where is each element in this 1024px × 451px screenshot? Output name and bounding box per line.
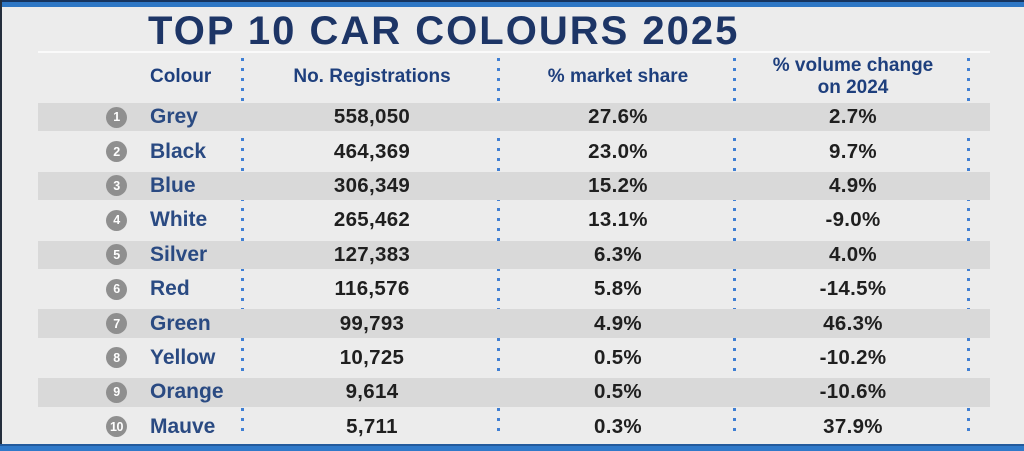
volume-change-value: 4.9% [829,173,877,197]
table-header-row: Colour No. Registrations % market share … [38,55,990,99]
colour-name: Grey [150,105,198,129]
table-row: 9 Orange 9,614 0.5% -10.6% [38,375,990,409]
market-share-value: 13.1% [588,208,648,232]
registrations-value: 99,793 [339,311,405,335]
column-header-volume-change: % volume change on 2024 [772,55,934,98]
volume-change-value: -14.5% [819,277,887,301]
volume-change-value: -10.2% [819,345,887,369]
column-header-colour: Colour [150,66,212,88]
table-row: 2 Black 464,369 23.0% 9.7% [38,134,990,168]
rank-badge: 3 [106,175,127,197]
registrations-value: 5,711 [346,414,398,438]
volume-change-value: 46.3% [823,311,883,335]
table-row: 8 Yellow 10,725 0.5% -10.2% [38,341,990,375]
left-edge [0,0,2,451]
volume-change-value: -9.0% [825,208,881,232]
page-title: TOP 10 CAR COLOURS 2025 [148,9,740,53]
registrations-value: 10,725 [339,345,405,369]
registrations-value: 9,614 [345,380,399,404]
column-header-market-share: % market share [547,66,689,88]
market-share-value: 6.3% [594,242,642,266]
column-header-registrations: No. Registrations [293,66,451,88]
table-row: 6 Red 116,576 5.8% -14.5% [38,272,990,306]
rank-badge: 7 [106,313,127,335]
colour-name: Green [150,311,211,335]
table-row: 1 Grey 558,050 27.6% 2.7% [38,100,990,134]
market-share-value: 4.9% [594,311,642,335]
rank-badge: 6 [106,278,127,300]
bottom-border [0,444,1024,451]
registrations-value: 265,462 [333,208,411,232]
volume-change-value: 4.0% [829,242,877,266]
registrations-value: 558,050 [333,105,411,129]
rank-badge: 1 [106,106,127,128]
volume-change-value: 2.7% [829,105,877,129]
market-share-value: 23.0% [588,139,648,163]
registrations-value: 127,383 [333,242,411,266]
volume-change-value: -10.6% [819,380,887,404]
rank-badge: 5 [106,244,127,266]
market-share-value: 27.6% [588,105,648,129]
volume-change-value: 9.7% [829,139,877,163]
colour-name: Black [150,139,207,163]
rank-badge: 9 [106,381,127,403]
registrations-value: 464,369 [333,139,411,163]
rank-badge: 2 [106,141,127,163]
colour-name: Orange [150,380,224,404]
market-share-value: 0.5% [594,380,642,404]
registrations-value: 306,349 [333,173,411,197]
colour-name: Mauve [150,414,216,438]
table-row: 3 Blue 306,349 15.2% 4.9% [38,169,990,203]
rank-badge: 10 [106,416,127,438]
colour-name: Blue [150,173,196,197]
table-body: 1 Grey 558,050 27.6% 2.7% 2 Black 464,36… [38,100,990,444]
registrations-value: 116,576 [334,277,410,301]
rank-badge: 4 [106,209,127,231]
colour-name: Silver [150,242,208,266]
colour-name: Red [150,277,190,301]
volume-change-value: 37.9% [823,414,883,438]
table-row: 5 Silver 127,383 6.3% 4.0% [38,238,990,272]
market-share-value: 5.8% [594,277,642,301]
top-border [0,0,1024,7]
market-share-value: 0.3% [594,414,642,438]
market-share-value: 0.5% [594,345,642,369]
rank-badge: 8 [106,347,127,369]
table-row: 4 White 265,462 13.1% -9.0% [38,203,990,237]
market-share-value: 15.2% [588,173,648,197]
colour-name: White [150,208,208,232]
title-divider [38,51,990,53]
colour-name: Yellow [150,345,216,369]
table-row: 7 Green 99,793 4.9% 46.3% [38,306,990,340]
table-row: 10 Mauve 5,711 0.3% 37.9% [38,410,990,444]
